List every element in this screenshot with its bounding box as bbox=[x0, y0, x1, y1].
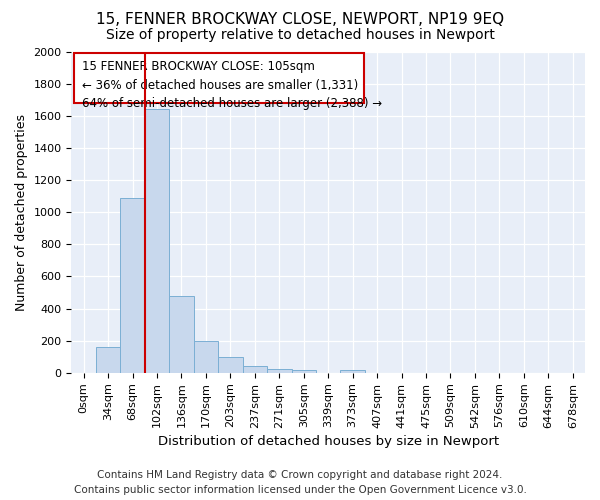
Bar bbox=[267, 369, 292, 373]
Text: Size of property relative to detached houses in Newport: Size of property relative to detached ho… bbox=[106, 28, 494, 42]
Bar bbox=[340, 370, 365, 373]
Bar bbox=[218, 357, 242, 373]
FancyBboxPatch shape bbox=[74, 53, 364, 103]
X-axis label: Distribution of detached houses by size in Newport: Distribution of detached houses by size … bbox=[158, 434, 499, 448]
Bar bbox=[242, 366, 267, 373]
Bar bbox=[121, 198, 145, 373]
Bar bbox=[292, 370, 316, 373]
Text: 15 FENNER BROCKWAY CLOSE: 105sqm
← 36% of detached houses are smaller (1,331)
64: 15 FENNER BROCKWAY CLOSE: 105sqm ← 36% o… bbox=[82, 60, 382, 110]
Bar bbox=[194, 340, 218, 373]
Bar bbox=[145, 110, 169, 373]
Bar bbox=[96, 347, 121, 373]
Bar bbox=[169, 296, 194, 373]
Text: 15, FENNER BROCKWAY CLOSE, NEWPORT, NP19 9EQ: 15, FENNER BROCKWAY CLOSE, NEWPORT, NP19… bbox=[96, 12, 504, 28]
Y-axis label: Number of detached properties: Number of detached properties bbox=[15, 114, 28, 310]
Text: Contains HM Land Registry data © Crown copyright and database right 2024.
Contai: Contains HM Land Registry data © Crown c… bbox=[74, 470, 526, 495]
